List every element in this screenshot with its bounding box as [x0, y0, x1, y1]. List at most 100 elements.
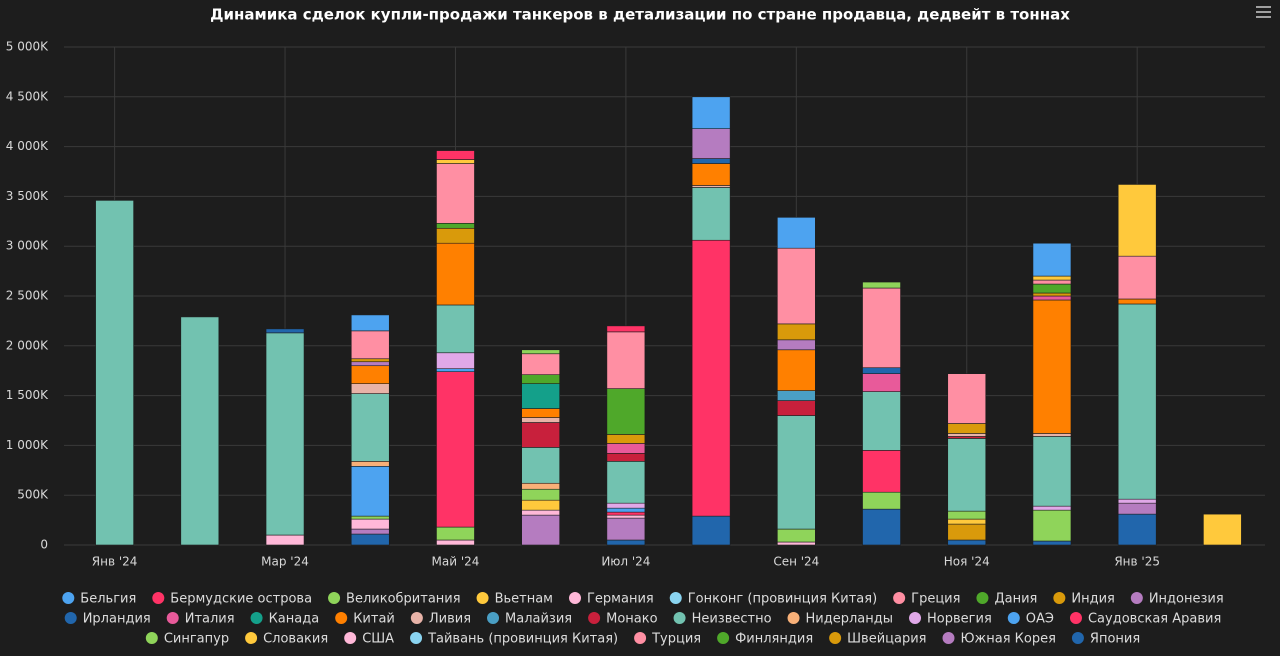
y-tick-label: 5 000K	[6, 40, 49, 54]
legend-item[interactable]: Греция	[893, 592, 960, 607]
legend-item[interactable]: ОАЭ	[1007, 612, 1054, 627]
bar-segment	[862, 491, 901, 510]
bar-segment	[777, 400, 816, 416]
bar-segment	[521, 383, 560, 409]
legend-marker	[335, 612, 348, 624]
legend-item[interactable]: Нидерланды	[787, 612, 894, 627]
legend-item[interactable]: Великобритания	[328, 592, 461, 607]
legend-item[interactable]: Китай	[335, 612, 395, 627]
y-tick-label: 4 500K	[6, 89, 49, 103]
bar-segment	[606, 539, 646, 546]
bar-segment	[350, 515, 390, 520]
bar-segment	[947, 523, 987, 541]
x-tick-label: Сен '24	[773, 555, 819, 569]
bar-segment	[606, 325, 646, 333]
legend-item[interactable]: Канада	[250, 612, 320, 627]
axis: 0 500K 1 000K 1 500K 2 000K 2 500K 3 000K 3 500…	[6, 40, 1160, 569]
legend-marker	[787, 612, 800, 624]
legend-item[interactable]: Бермудские острова	[152, 592, 312, 607]
bar-segment	[606, 453, 646, 462]
x-tick-label: Янв '25	[1114, 555, 1160, 569]
legend-item[interactable]: Ливия	[410, 612, 471, 627]
legend-label: Китай	[353, 612, 395, 627]
legend-item[interactable]: Монако	[588, 612, 658, 627]
legend-item[interactable]: Норвегия	[909, 612, 992, 627]
legend-item[interactable]: Словакия	[245, 632, 328, 647]
legend-marker	[1069, 612, 1082, 624]
bar-segment	[436, 539, 475, 546]
legend-item[interactable]: Дания	[976, 592, 1037, 607]
bar-segment	[777, 247, 816, 325]
x-tick-label: Мар '24	[261, 555, 309, 569]
bar-segment	[862, 450, 901, 493]
bar-segment	[521, 374, 560, 384]
legend-item[interactable]: Индонезия	[1130, 592, 1224, 607]
legend-item[interactable]: Саудовская Аравия	[1069, 612, 1221, 627]
bar-segment	[350, 533, 390, 546]
bar-segment	[1117, 255, 1157, 300]
legend-marker	[476, 592, 489, 604]
legend-label: Швейцария	[847, 632, 926, 647]
legend-item[interactable]: Турция	[634, 632, 701, 647]
legend-label: Южная Корея	[961, 632, 1056, 647]
legend-label: Германия	[587, 592, 654, 607]
legend-label: Малайзия	[505, 612, 572, 627]
bar-segment	[436, 242, 475, 306]
legend-item[interactable]: Тайвань (провинция Китая)	[410, 632, 618, 647]
bar-segment	[691, 187, 731, 241]
legend-item[interactable]: Италия	[166, 612, 235, 627]
bar-segment	[606, 517, 646, 541]
legend-marker	[893, 592, 906, 604]
bar-segment	[947, 539, 987, 546]
legend-item[interactable]: США	[344, 632, 394, 647]
chart-title: Динамика сделок купли-продажи танкеров в…	[210, 6, 1070, 24]
legend-label: Финляндия	[735, 632, 813, 647]
legend-label: Япония	[1090, 632, 1140, 647]
bar-segment	[350, 365, 390, 384]
legend-marker	[1071, 632, 1084, 644]
menu-icon[interactable]	[1256, 6, 1271, 18]
legend-item[interactable]: Япония	[1071, 632, 1140, 647]
legend-label: Ливия	[429, 612, 471, 627]
bar-segment	[1032, 509, 1072, 542]
legend-item[interactable]: Вьетнам	[476, 592, 553, 607]
bar-segment	[606, 443, 646, 454]
legend-item[interactable]: Индия	[1053, 592, 1115, 607]
legend-item[interactable]: Южная Корея	[942, 632, 1056, 647]
bar-segment	[436, 163, 475, 224]
y-tick-label: 1 500K	[6, 388, 49, 402]
legend-item[interactable]: Бельгия	[62, 592, 136, 607]
bar-segment	[1032, 295, 1072, 301]
bar-segment	[947, 373, 987, 424]
legend-label: Нидерланды	[806, 612, 894, 627]
bar-segment	[777, 390, 816, 401]
bar-segment	[265, 534, 305, 546]
legend-label: Дания	[994, 592, 1037, 607]
bar-segment	[777, 528, 816, 543]
legend-item[interactable]: Финляндия	[717, 632, 813, 647]
legend-marker	[976, 592, 989, 604]
legend-item[interactable]: Гонконг (провинция Китая)	[669, 592, 877, 607]
legend-marker	[250, 612, 263, 624]
bar-segment	[947, 423, 987, 434]
legend-item[interactable]: Неизвестно	[673, 612, 772, 627]
bar-segment	[350, 383, 390, 394]
bar-segment	[1117, 184, 1157, 257]
bar-segment	[691, 96, 731, 129]
bar-segment	[350, 393, 390, 462]
legend-item[interactable]: Ирландия	[64, 612, 151, 627]
legend-item[interactable]: Малайзия	[487, 612, 572, 627]
bar-segment	[521, 488, 560, 501]
legend-item[interactable]: Германия	[569, 592, 654, 607]
bar-segment	[436, 368, 475, 372]
legend-marker	[344, 632, 357, 644]
legend-marker	[669, 592, 682, 604]
legend-item[interactable]: Сингапур	[145, 632, 229, 647]
legend-label: Гонконг (провинция Китая)	[688, 592, 877, 607]
bar-segment	[777, 541, 816, 546]
legend-marker	[1007, 612, 1020, 624]
bar-segment	[436, 222, 475, 229]
legend-item[interactable]: Швейцария	[829, 632, 927, 647]
bar-segment	[862, 508, 901, 546]
